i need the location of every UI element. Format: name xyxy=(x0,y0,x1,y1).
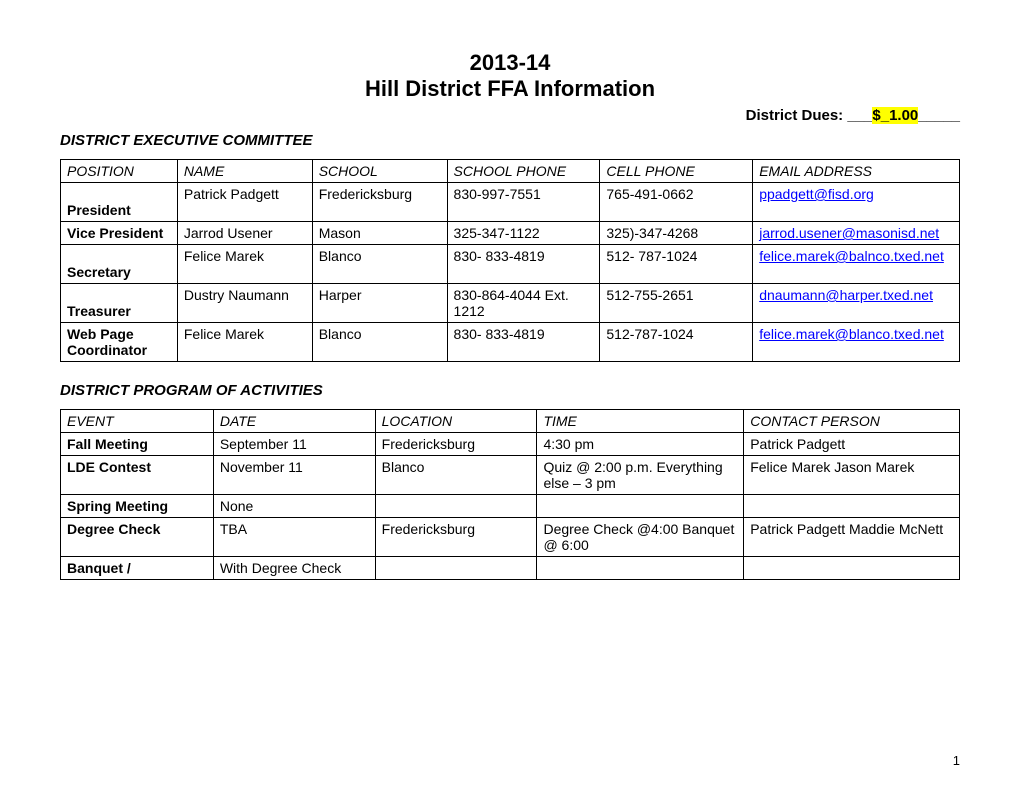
committee-row: Secretary Felice Marek Blanco 830- 833-4… xyxy=(61,245,960,284)
cell-event: Degree Check xyxy=(61,518,214,557)
email-link[interactable]: dnaumann@harper.txed.net xyxy=(759,287,933,303)
cell-contact: Patrick Padgett xyxy=(744,433,960,456)
cell-name: Felice Marek xyxy=(177,323,312,362)
cell-contact: Felice Marek Jason Marek xyxy=(744,456,960,495)
cell-time xyxy=(537,495,744,518)
cell-location: Blanco xyxy=(375,456,537,495)
hdr-time: TIME xyxy=(537,410,744,433)
cell-date: With Degree Check xyxy=(213,557,375,580)
hdr-event: EVENT xyxy=(61,410,214,433)
hdr-school-phone: SCHOOL PHONE xyxy=(447,160,600,183)
committee-row: President Patrick Padgett Fredericksburg… xyxy=(61,183,960,222)
cell-position: President xyxy=(61,183,178,222)
cell-location xyxy=(375,495,537,518)
hdr-location: LOCATION xyxy=(375,410,537,433)
cell-date: TBA xyxy=(213,518,375,557)
cell-cell-phone: 765-491-0662 xyxy=(600,183,753,222)
hdr-email: EMAIL ADDRESS xyxy=(753,160,960,183)
section1-header: DISTRICT EXECUTIVE COMMITTEE xyxy=(60,132,960,149)
cell-location: Fredericksburg xyxy=(375,433,537,456)
email-link[interactable]: felice.marek@balnco.txed.net xyxy=(759,248,944,264)
dues-label: District Dues: xyxy=(746,107,848,124)
email-link[interactable]: ppadgett@fisd.org xyxy=(759,186,874,202)
activity-row: LDE Contest November 11 Blanco Quiz @ 2:… xyxy=(61,456,960,495)
cell-event: LDE Contest xyxy=(61,456,214,495)
cell-email: ppadgett@fisd.org xyxy=(753,183,960,222)
dues-line: District Dues: ___$_1.00_____ xyxy=(60,107,960,124)
dues-pre: ___ xyxy=(847,107,872,124)
cell-school: Blanco xyxy=(312,323,447,362)
committee-header-row: POSITION NAME SCHOOL SCHOOL PHONE CELL P… xyxy=(61,160,960,183)
cell-school-phone: 830- 833-4819 xyxy=(447,323,600,362)
page-number: 1 xyxy=(953,753,960,768)
cell-school: Blanco xyxy=(312,245,447,284)
cell-contact xyxy=(744,557,960,580)
hdr-date: DATE xyxy=(213,410,375,433)
cell-date: September 11 xyxy=(213,433,375,456)
cell-name: Patrick Padgett xyxy=(177,183,312,222)
cell-position: Treasurer xyxy=(61,284,178,323)
cell-time: Degree Check @4:00 Banquet @ 6:00 xyxy=(537,518,744,557)
cell-school: Mason xyxy=(312,222,447,245)
activity-row: Spring Meeting None xyxy=(61,495,960,518)
cell-cell-phone: 325)-347-4268 xyxy=(600,222,753,245)
hdr-contact: CONTACT PERSON xyxy=(744,410,960,433)
hdr-name: NAME xyxy=(177,160,312,183)
committee-table: POSITION NAME SCHOOL SCHOOL PHONE CELL P… xyxy=(60,159,960,362)
cell-school-phone: 830- 833-4819 xyxy=(447,245,600,284)
hdr-position: POSITION xyxy=(61,160,178,183)
activity-row: Banquet / With Degree Check xyxy=(61,557,960,580)
committee-row: Web Page Coordinator Felice Marek Blanco… xyxy=(61,323,960,362)
cell-school-phone: 830-997-7551 xyxy=(447,183,600,222)
cell-cell-phone: 512-755-2651 xyxy=(600,284,753,323)
dues-post: _____ xyxy=(918,107,960,124)
committee-row: Treasurer Dustry Naumann Harper 830-864-… xyxy=(61,284,960,323)
activity-row: Degree Check TBA Fredericksburg Degree C… xyxy=(61,518,960,557)
cell-date: November 11 xyxy=(213,456,375,495)
cell-school: Harper xyxy=(312,284,447,323)
title-sub: Hill District FFA Information xyxy=(60,76,960,102)
cell-position: Web Page Coordinator xyxy=(61,323,178,362)
cell-contact: Patrick Padgett Maddie McNett xyxy=(744,518,960,557)
activities-table: EVENT DATE LOCATION TIME CONTACT PERSON … xyxy=(60,409,960,580)
cell-time: Quiz @ 2:00 p.m. Everything else – 3 pm xyxy=(537,456,744,495)
email-link[interactable]: jarrod.usener@masonisd.net xyxy=(759,225,939,241)
activities-header-row: EVENT DATE LOCATION TIME CONTACT PERSON xyxy=(61,410,960,433)
dues-value: $_1.00 xyxy=(872,107,918,124)
cell-cell-phone: 512-787-1024 xyxy=(600,323,753,362)
committee-row: Vice President Jarrod Usener Mason 325-3… xyxy=(61,222,960,245)
cell-location: Fredericksburg xyxy=(375,518,537,557)
cell-school-phone: 830-864-4044 Ext. 1212 xyxy=(447,284,600,323)
title-year: 2013-14 xyxy=(60,50,960,76)
cell-date: None xyxy=(213,495,375,518)
cell-location xyxy=(375,557,537,580)
cell-position: Vice President xyxy=(61,222,178,245)
hdr-school: SCHOOL xyxy=(312,160,447,183)
cell-email: felice.marek@blanco.txed.net xyxy=(753,323,960,362)
section2-header: DISTRICT PROGRAM OF ACTIVITIES xyxy=(60,382,960,399)
cell-event: Fall Meeting xyxy=(61,433,214,456)
cell-event: Spring Meeting xyxy=(61,495,214,518)
cell-event: Banquet / xyxy=(61,557,214,580)
cell-email: dnaumann@harper.txed.net xyxy=(753,284,960,323)
cell-school: Fredericksburg xyxy=(312,183,447,222)
cell-contact xyxy=(744,495,960,518)
cell-cell-phone: 512- 787-1024 xyxy=(600,245,753,284)
cell-school-phone: 325-347-1122 xyxy=(447,222,600,245)
hdr-cell-phone: CELL PHONE xyxy=(600,160,753,183)
cell-time: 4:30 pm xyxy=(537,433,744,456)
cell-name: Jarrod Usener xyxy=(177,222,312,245)
cell-name: Felice Marek xyxy=(177,245,312,284)
email-link[interactable]: felice.marek@blanco.txed.net xyxy=(759,326,944,342)
cell-time xyxy=(537,557,744,580)
cell-email: felice.marek@balnco.txed.net xyxy=(753,245,960,284)
cell-position: Secretary xyxy=(61,245,178,284)
cell-name: Dustry Naumann xyxy=(177,284,312,323)
activity-row: Fall Meeting September 11 Fredericksburg… xyxy=(61,433,960,456)
cell-email: jarrod.usener@masonisd.net xyxy=(753,222,960,245)
